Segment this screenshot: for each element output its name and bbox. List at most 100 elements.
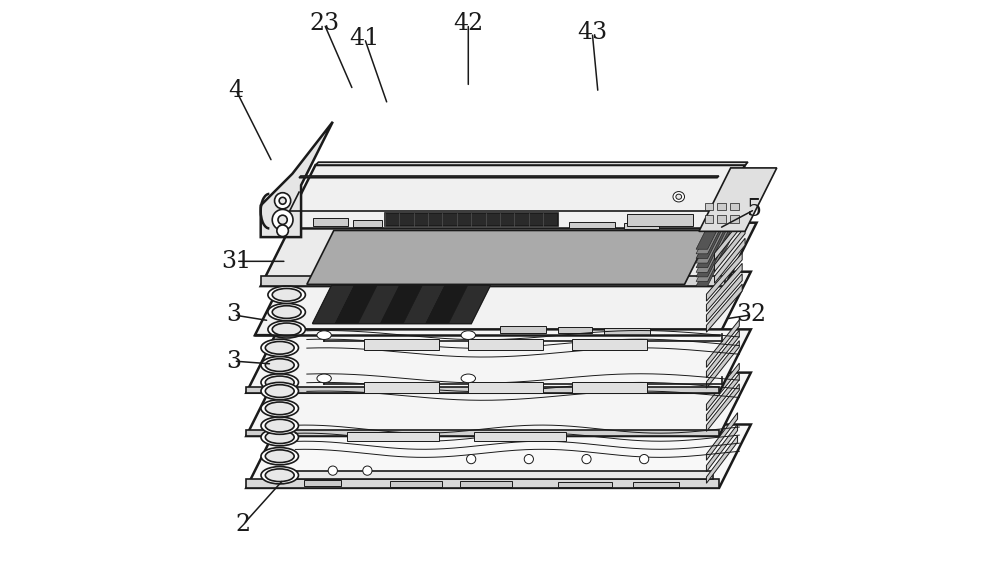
Ellipse shape	[265, 342, 294, 354]
Text: 2: 2	[236, 513, 251, 536]
Polygon shape	[558, 481, 612, 487]
Ellipse shape	[265, 469, 294, 481]
Polygon shape	[261, 276, 725, 286]
Polygon shape	[706, 274, 742, 322]
Polygon shape	[246, 329, 751, 393]
Polygon shape	[335, 286, 377, 324]
Ellipse shape	[265, 376, 294, 389]
Polygon shape	[261, 223, 757, 286]
Polygon shape	[696, 192, 736, 249]
Circle shape	[275, 192, 291, 209]
Polygon shape	[706, 264, 742, 312]
Ellipse shape	[265, 402, 294, 414]
Polygon shape	[426, 286, 468, 324]
Polygon shape	[705, 215, 713, 223]
Ellipse shape	[265, 385, 294, 398]
Ellipse shape	[261, 383, 298, 400]
Polygon shape	[246, 430, 719, 436]
Polygon shape	[705, 202, 713, 210]
Polygon shape	[403, 286, 445, 324]
Ellipse shape	[461, 374, 475, 383]
Polygon shape	[604, 328, 650, 335]
Polygon shape	[364, 383, 439, 393]
Polygon shape	[624, 223, 659, 229]
Polygon shape	[706, 384, 739, 431]
Polygon shape	[714, 215, 745, 260]
Polygon shape	[706, 320, 739, 368]
Polygon shape	[468, 339, 543, 350]
Ellipse shape	[261, 357, 298, 374]
Text: 43: 43	[577, 21, 607, 44]
Polygon shape	[255, 272, 751, 335]
Circle shape	[277, 225, 288, 236]
Polygon shape	[572, 383, 647, 393]
Ellipse shape	[268, 303, 305, 321]
Ellipse shape	[265, 419, 294, 432]
Polygon shape	[449, 286, 490, 324]
Ellipse shape	[261, 339, 298, 357]
Polygon shape	[569, 221, 615, 228]
Circle shape	[524, 454, 533, 464]
Ellipse shape	[317, 374, 331, 383]
Polygon shape	[284, 165, 745, 228]
Text: 4: 4	[228, 79, 243, 102]
Ellipse shape	[268, 321, 305, 338]
Polygon shape	[246, 387, 719, 393]
Polygon shape	[706, 253, 742, 301]
Polygon shape	[347, 432, 439, 440]
Polygon shape	[627, 214, 693, 225]
Polygon shape	[358, 286, 400, 324]
Polygon shape	[460, 481, 512, 487]
Polygon shape	[706, 330, 739, 378]
Circle shape	[328, 466, 337, 475]
Polygon shape	[246, 479, 719, 488]
Ellipse shape	[261, 400, 298, 417]
Polygon shape	[275, 470, 713, 479]
Text: 3: 3	[226, 303, 241, 327]
Polygon shape	[706, 424, 738, 472]
Ellipse shape	[261, 374, 298, 391]
Ellipse shape	[261, 428, 298, 446]
Polygon shape	[706, 284, 742, 332]
Polygon shape	[246, 424, 751, 488]
Text: 31: 31	[221, 250, 251, 273]
Polygon shape	[730, 215, 739, 223]
Polygon shape	[313, 286, 490, 324]
Polygon shape	[304, 480, 341, 486]
Polygon shape	[706, 363, 739, 410]
Circle shape	[363, 466, 372, 475]
Polygon shape	[474, 432, 566, 440]
Polygon shape	[696, 206, 736, 263]
Ellipse shape	[268, 286, 305, 303]
Ellipse shape	[461, 331, 475, 339]
Polygon shape	[390, 481, 442, 487]
Circle shape	[272, 209, 293, 230]
Polygon shape	[696, 201, 736, 258]
Polygon shape	[313, 218, 348, 225]
Polygon shape	[633, 482, 679, 487]
Polygon shape	[558, 327, 592, 334]
Polygon shape	[730, 202, 739, 210]
Polygon shape	[717, 215, 726, 223]
Text: 32: 32	[736, 303, 766, 327]
Ellipse shape	[673, 191, 685, 202]
Ellipse shape	[272, 288, 301, 301]
Ellipse shape	[317, 331, 331, 339]
Ellipse shape	[265, 359, 294, 372]
Text: 42: 42	[453, 12, 483, 35]
Polygon shape	[246, 373, 751, 436]
Polygon shape	[315, 162, 748, 165]
Polygon shape	[381, 286, 422, 324]
Polygon shape	[468, 383, 543, 393]
Polygon shape	[696, 229, 736, 286]
Polygon shape	[261, 122, 333, 237]
Polygon shape	[706, 340, 739, 388]
Text: 41: 41	[349, 27, 380, 50]
Polygon shape	[696, 215, 736, 272]
Ellipse shape	[272, 306, 301, 318]
Polygon shape	[714, 227, 745, 272]
Ellipse shape	[265, 450, 294, 462]
Polygon shape	[696, 210, 736, 268]
Polygon shape	[353, 220, 382, 227]
Circle shape	[467, 454, 476, 464]
